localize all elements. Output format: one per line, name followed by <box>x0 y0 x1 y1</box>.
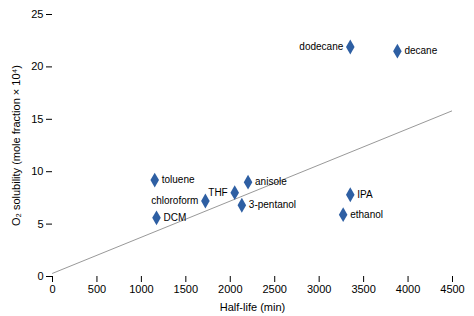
svg-text:15: 15 <box>31 113 43 125</box>
svg-text:IPA: IPA <box>357 189 373 200</box>
svg-text:20: 20 <box>31 60 43 72</box>
svg-text:2000: 2000 <box>218 283 242 295</box>
svg-text:4500: 4500 <box>440 283 464 295</box>
svg-text:chloroform: chloroform <box>151 195 198 206</box>
svg-text:25: 25 <box>31 8 43 20</box>
svg-text:10: 10 <box>31 165 43 177</box>
svg-text:dodecane: dodecane <box>299 41 343 52</box>
svg-text:toluene: toluene <box>162 174 195 185</box>
svg-text:anisole: anisole <box>255 176 287 187</box>
svg-text:0: 0 <box>37 270 43 282</box>
svg-text:Half-life (min): Half-life (min) <box>220 301 285 313</box>
svg-text:4000: 4000 <box>396 283 420 295</box>
svg-text:2500: 2500 <box>262 283 286 295</box>
svg-text:5: 5 <box>37 218 43 230</box>
svg-text:3-pentanol: 3-pentanol <box>249 199 296 210</box>
svg-text:decane: decane <box>404 45 437 56</box>
svg-text:3500: 3500 <box>351 283 375 295</box>
svg-text:THF: THF <box>208 187 227 198</box>
svg-text:500: 500 <box>88 283 106 295</box>
svg-text:DCM: DCM <box>164 212 187 223</box>
svg-text:1000: 1000 <box>129 283 153 295</box>
svg-text:3000: 3000 <box>307 283 331 295</box>
svg-text:ethanol: ethanol <box>350 209 383 220</box>
svg-text:O₂ solubility (mole fraction ×: O₂ solubility (mole fraction × 10⁴) <box>10 65 22 226</box>
svg-text:1500: 1500 <box>174 283 198 295</box>
svg-text:0: 0 <box>49 283 55 295</box>
